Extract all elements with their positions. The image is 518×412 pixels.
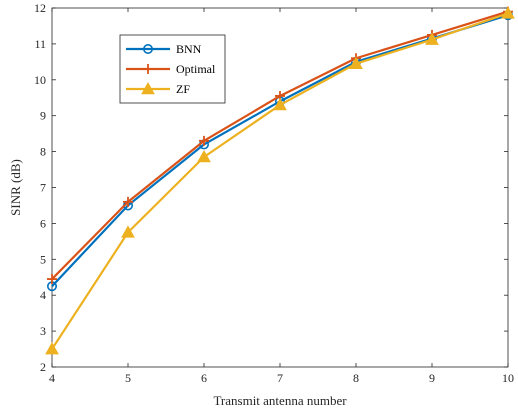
x-axis-ticks: 4 5 6 7 8 9 10 (49, 8, 514, 385)
y-tick-label: 6 (40, 216, 46, 230)
series-layer (45, 6, 515, 355)
data-point-zf (273, 97, 287, 111)
data-point-optimal (47, 274, 57, 285)
data-point-zf (121, 225, 135, 238)
data-point-zf (45, 342, 59, 355)
data-point-zf (349, 56, 363, 69)
y-tick-label: 8 (40, 145, 46, 159)
x-tick-label: 6 (201, 371, 207, 385)
y-axis-ticks: 2 3 4 5 6 7 8 9 10 11 12 (34, 1, 508, 374)
legend-entry-bnn: BNN (126, 42, 202, 56)
legend-entry-zf: ZF (126, 81, 190, 96)
y-tick-label: 2 (40, 360, 46, 374)
y-axis-label: SINR (dB) (8, 159, 23, 216)
legend-label-bnn: BNN (176, 42, 202, 56)
y-tick-label: 9 (40, 109, 46, 123)
series-zf (45, 6, 515, 355)
x-tick-label: 9 (429, 371, 435, 385)
x-tick-label: 5 (125, 371, 131, 385)
x-tick-label: 8 (353, 371, 359, 385)
legend: BNN Optimal ZF (119, 34, 226, 104)
legend-marker-optimal (143, 64, 153, 74)
y-tick-label: 12 (34, 1, 46, 15)
y-tick-label: 5 (40, 252, 46, 266)
x-tick-label: 7 (277, 371, 283, 385)
y-tick-label: 3 (40, 324, 46, 338)
data-point-zf (197, 149, 211, 163)
y-tick-label: 10 (34, 73, 46, 87)
data-point-optimal (199, 135, 209, 146)
legend-marker-zf (141, 81, 155, 95)
legend-entry-optimal: Optimal (126, 62, 216, 76)
x-axis-label: Transmit antenna number (213, 393, 347, 408)
legend-label-zf: ZF (176, 82, 190, 96)
legend-marker-bnn (143, 43, 154, 54)
y-tick-label: 11 (34, 37, 46, 51)
x-tick-label: 4 (49, 371, 55, 385)
y-tick-label: 4 (40, 288, 46, 302)
data-point-zf (501, 6, 515, 19)
data-point-optimal (123, 196, 133, 207)
data-point-zf (425, 32, 439, 45)
legend-label-optimal: Optimal (176, 62, 216, 76)
y-tick-label: 7 (40, 181, 46, 195)
x-tick-label: 10 (502, 371, 514, 385)
